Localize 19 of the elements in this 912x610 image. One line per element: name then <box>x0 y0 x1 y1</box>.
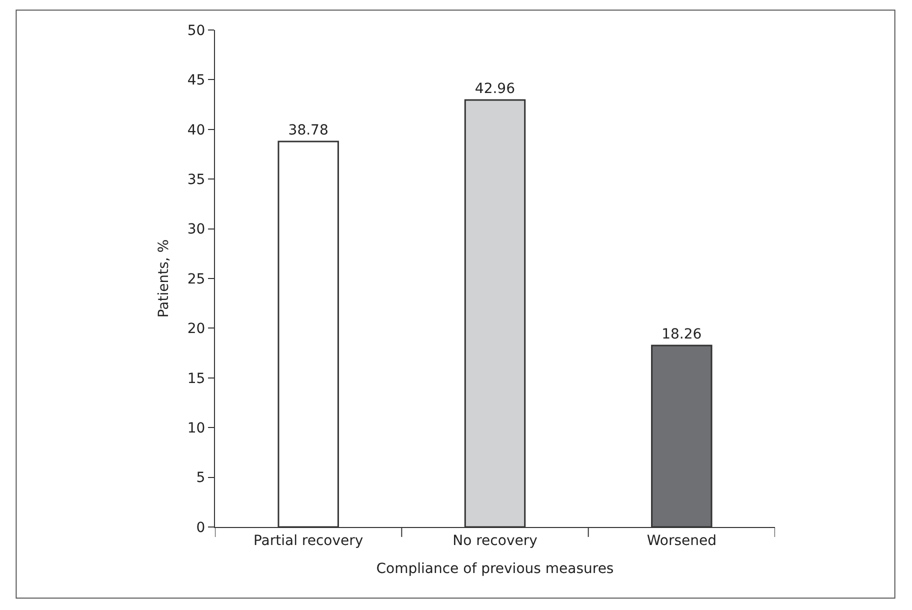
x-tick-label: No recovery <box>452 532 538 549</box>
x-axis-title: Compliance of previous measures <box>376 561 614 578</box>
y-tick-label: 20 <box>187 321 206 338</box>
y-tick-label: 50 <box>187 22 206 39</box>
x-tick-label: Worsened <box>646 532 716 549</box>
y-tick-label: 25 <box>187 271 206 288</box>
y-tick-label: 35 <box>187 172 206 188</box>
y-tick-label: 0 <box>196 520 206 536</box>
y-tick-label: 5 <box>196 470 206 486</box>
y-tick-label: 10 <box>187 420 206 436</box>
data-label: 18.26 <box>662 326 702 342</box>
y-tick-label: 45 <box>187 72 206 89</box>
y-tick-label: 15 <box>187 370 206 387</box>
y-tick-label: 40 <box>187 122 206 138</box>
y-axis-title: Patients, % <box>156 239 172 318</box>
data-label: 38.78 <box>288 122 328 139</box>
y-tick-label: 30 <box>187 222 206 238</box>
x-tick-label: Partial recovery <box>253 532 364 549</box>
data-label: 42.96 <box>474 80 516 97</box>
